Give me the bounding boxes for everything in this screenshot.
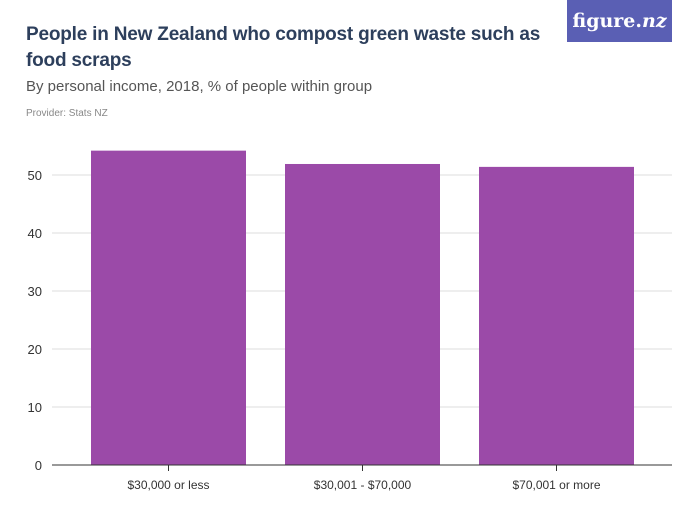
logo-text-accent: nz xyxy=(642,10,667,32)
bar xyxy=(91,150,246,465)
y-tick-label: 20 xyxy=(28,342,42,357)
x-tick-label: $70,001 or more xyxy=(512,478,600,492)
provider-label: Provider: Stats NZ xyxy=(26,108,108,119)
y-tick-label: 10 xyxy=(28,400,42,415)
logo-text-main: figure. xyxy=(572,10,643,32)
x-tick-label: $30,000 or less xyxy=(127,478,209,492)
bar xyxy=(285,163,440,466)
y-tick-label: 40 xyxy=(28,226,42,241)
chart-title: People in New Zealand who compost green … xyxy=(26,24,541,71)
y-tick-label: 30 xyxy=(28,284,42,299)
bar xyxy=(479,166,634,465)
chart-subtitle: By personal income, 2018, % of people wi… xyxy=(26,78,373,95)
y-tick-label: 0 xyxy=(35,458,42,473)
x-tick-label: $30,001 - $70,000 xyxy=(314,478,412,492)
y-tick-label: 50 xyxy=(28,168,42,183)
figure-nz-logo[interactable]: figure. nz xyxy=(567,0,672,42)
